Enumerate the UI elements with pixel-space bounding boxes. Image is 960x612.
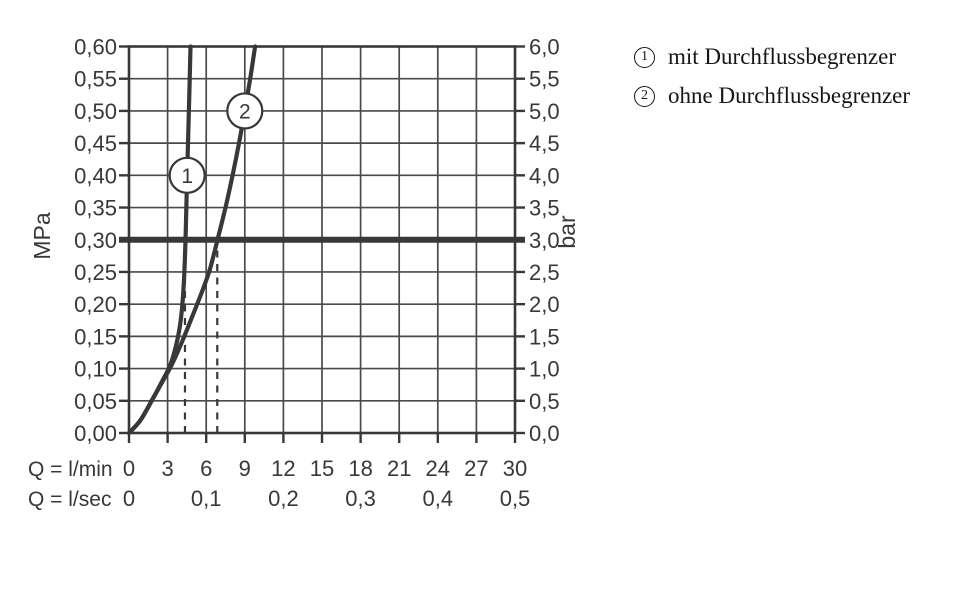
legend-item-2: 2 ohne Durchflussbegrenzer xyxy=(634,83,910,109)
x-axis-row-label-lsec: Q = l/sec xyxy=(28,488,111,511)
y-tick-label-bar: 6,0 xyxy=(529,35,560,60)
y-tick-label-bar: 4,5 xyxy=(529,131,560,156)
curve-2 xyxy=(126,44,258,436)
plot-frame xyxy=(127,45,517,435)
x-tick-label-lmin: 24 xyxy=(426,456,450,481)
x-tick-label-lmin: 9 xyxy=(239,456,251,481)
y-tick-label-mpa: 0,60 xyxy=(74,35,117,60)
y-tick-label-mpa: 0,45 xyxy=(74,131,117,156)
y-tick-label-bar: 2,0 xyxy=(529,292,560,317)
curve-marker-circle-2 xyxy=(226,92,264,130)
y-tick-label-mpa: 0,50 xyxy=(74,99,117,124)
legend-label-2: ohne Durchflussbegrenzer xyxy=(668,83,911,108)
legend-label-1: mit Durchflussbegrenzer xyxy=(668,44,897,69)
y-tick-label-mpa: 0,40 xyxy=(74,163,117,188)
y-tick-label-mpa: 0,05 xyxy=(74,389,117,414)
x-tick-label-lmin: 27 xyxy=(464,456,488,481)
y-tick-label-mpa: 0,30 xyxy=(74,228,117,253)
y-tick-label-bar: 2,5 xyxy=(529,260,560,285)
curve-marker-label-1: 1 xyxy=(181,165,193,188)
x-axis-row-label-lmin: Q = l/min xyxy=(28,458,113,481)
y-tick-label-bar: 3,5 xyxy=(529,196,560,221)
y-tick-label-bar: 0,0 xyxy=(529,421,560,446)
legend-item-1: 1 mit Durchflussbegrenzer xyxy=(634,44,910,70)
y-tick-label-mpa: 0,20 xyxy=(74,292,117,317)
x-tick-label-lmin: 30 xyxy=(503,456,527,481)
x-tick-label-lmin: 15 xyxy=(310,456,334,481)
y-tick-label-bar: 4,0 xyxy=(529,163,560,188)
x-tick-label-lsec: 0,3 xyxy=(345,486,376,511)
y-tick-label-mpa: 0,55 xyxy=(74,67,117,92)
legend: 1 mit Durchflussbegrenzer 2 ohne Durchfl… xyxy=(634,44,910,109)
x-tick-label-lmin: 21 xyxy=(387,456,411,481)
y-tick-label-bar: 1,5 xyxy=(529,324,560,349)
curve-marker-label-2: 2 xyxy=(239,100,251,123)
x-tick-label-lmin: 6 xyxy=(200,456,212,481)
y-tick-label-bar: 0,5 xyxy=(529,389,560,414)
x-tick-label-lsec: 0,2 xyxy=(268,486,299,511)
x-tick-label-lmin: 3 xyxy=(161,456,173,481)
y-tick-label-bar: 5,5 xyxy=(529,67,560,92)
x-tick-label-lsec: 0,5 xyxy=(500,486,531,511)
x-tick-label-lsec: 0,1 xyxy=(191,486,222,511)
y-tick-label-mpa: 0,25 xyxy=(74,260,117,285)
curve-marker-circle-1 xyxy=(168,156,206,194)
x-tick-label-lmin: 0 xyxy=(123,456,135,481)
y-axis-unit-mpa: MPa xyxy=(29,212,55,260)
x-tick-label-lsec: 0 xyxy=(123,486,135,511)
y-tick-label-mpa: 0,15 xyxy=(74,324,117,349)
y-tick-label-bar: 3,0 xyxy=(529,228,560,253)
y-tick-label-bar: 1,0 xyxy=(529,357,560,382)
x-tick-label-lsec: 0,4 xyxy=(423,486,454,511)
legend-symbol-2-circled: 2 xyxy=(634,85,655,107)
y-tick-label-mpa: 0,00 xyxy=(74,421,117,446)
y-axis-unit-bar: bar xyxy=(554,215,580,249)
y-tick-label-bar: 5,0 xyxy=(529,99,560,124)
x-tick-label-lmin: 18 xyxy=(348,456,372,481)
y-tick-label-mpa: 0,10 xyxy=(74,357,117,382)
y-tick-label-mpa: 0,35 xyxy=(74,196,117,221)
legend-symbol-1-circled: 1 xyxy=(634,46,655,68)
x-tick-label-lmin: 12 xyxy=(271,456,295,481)
